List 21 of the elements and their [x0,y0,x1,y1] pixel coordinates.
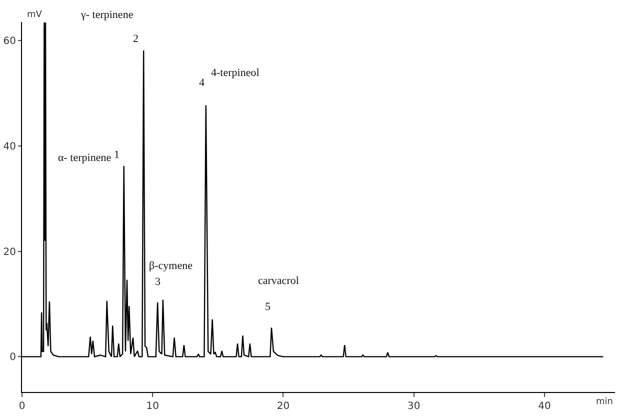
text: γ- terpinene [80,9,134,21]
x-tick-label: 40 [538,401,551,412]
annotation: α- terpinene [58,152,112,164]
annotation: carvacrol [258,275,299,287]
x-tick-label: 0 [18,401,26,412]
annotation: 2 [133,33,138,45]
annotation: 1 [114,149,120,161]
annotation: β-cymene [149,260,193,272]
x-tick-label: 10 [146,401,159,412]
x-tick-label: 30 [407,401,420,412]
y-tick-label: 0 [10,352,16,364]
y-axis-title: mV [27,10,43,20]
x-tick-label: 20 [276,401,290,412]
annotation: 4-terpineol [211,67,260,79]
x-axis-title: min [596,397,613,407]
annotation: 3 [155,276,161,288]
annotation: 4 [199,77,205,89]
annotation: 5 [265,301,271,313]
y-tick-label: 20 [3,246,16,258]
y-tick-label: 40 [3,141,16,152]
y-tick-label: 60 [3,36,16,47]
